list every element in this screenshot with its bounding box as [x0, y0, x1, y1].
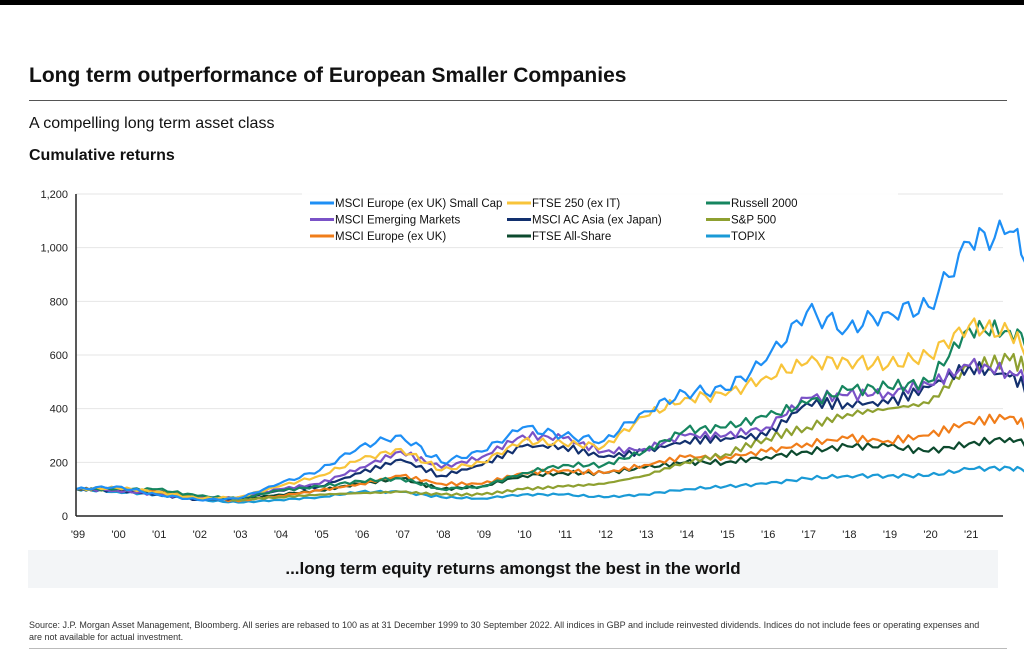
- x-tick-label: '01: [152, 529, 166, 540]
- legend-label: FTSE All-Share: [532, 231, 611, 243]
- series-line-msci-europe-ex-uk-: [75, 413, 1024, 503]
- footer-divider: [29, 648, 1007, 649]
- x-tick-label: '07: [396, 529, 410, 540]
- legend-label: MSCI Emerging Markets: [335, 215, 461, 227]
- y-tick-label: 200: [50, 457, 68, 469]
- x-tick-label: '18: [842, 529, 856, 540]
- legend-label: MSCI Europe (ex UK): [335, 231, 446, 243]
- page-title: Long term outperformance of European Sma…: [29, 64, 627, 87]
- series-line-ftse-250-ex-it-: [75, 317, 1024, 500]
- y-tick-label: 1,200: [40, 189, 68, 201]
- x-tick-label: '04: [274, 529, 288, 540]
- y-tick-label: 600: [50, 350, 68, 362]
- top-bar: [0, 0, 1024, 5]
- y-tick-label: 800: [50, 296, 68, 308]
- x-tick-label: '21: [964, 529, 978, 540]
- legend-label: TOPIX: [731, 231, 766, 243]
- y-tick-label: 1,000: [40, 243, 68, 255]
- cumulative-returns-chart: 0 200 400 600 800 1,000 1,200 '99 '00 '01 '02 '03 '0…: [40, 189, 1024, 540]
- x-tick-label: '05: [314, 529, 328, 540]
- series-line-topix: [75, 465, 1024, 504]
- x-tick-label: '10: [517, 529, 531, 540]
- x-tick-label: '00: [111, 529, 125, 540]
- x-tick-label: '12: [599, 529, 613, 540]
- x-tick-label: '09: [477, 529, 491, 540]
- x-tick-label: '13: [639, 529, 653, 540]
- y-tick-label: 0: [62, 511, 68, 523]
- series-line-s-p-500: [75, 352, 1024, 502]
- x-tick-label: '08: [436, 529, 450, 540]
- x-tick-label: '17: [802, 529, 816, 540]
- chart-heading: Cumulative returns: [29, 147, 175, 164]
- y-tick-label: 400: [50, 404, 68, 416]
- x-tick-label: '02: [193, 529, 207, 540]
- banner: ...long term equity returns amongst the …: [28, 550, 998, 588]
- legend-label: MSCI Europe (ex UK) Small Cap: [335, 198, 502, 210]
- source-note: Source: J.P. Morgan Asset Management, Bl…: [29, 620, 980, 642]
- legend-label: FTSE 250 (ex IT): [532, 198, 620, 210]
- x-tick-label: '99: [71, 529, 85, 540]
- title-divider: [29, 100, 1007, 101]
- legend-label: S&P 500: [731, 215, 776, 227]
- series-line-msci-europe-ex-uk-small-cap: [75, 219, 1024, 502]
- x-tick-label: '15: [720, 529, 734, 540]
- legend-label: MSCI AC Asia (ex Japan): [532, 215, 662, 227]
- legend-background: [302, 192, 898, 246]
- x-tick-label: '14: [680, 529, 694, 540]
- x-tick-label: '11: [558, 529, 572, 540]
- legend-label: Russell 2000: [731, 198, 797, 210]
- x-tick-label: '19: [883, 529, 897, 540]
- x-tick-label: '03: [233, 529, 247, 540]
- x-tick-label: '16: [761, 529, 775, 540]
- subtitle: A compelling long term asset class: [29, 115, 275, 132]
- x-tick-label: '20: [923, 529, 937, 540]
- x-tick-label: '06: [355, 529, 369, 540]
